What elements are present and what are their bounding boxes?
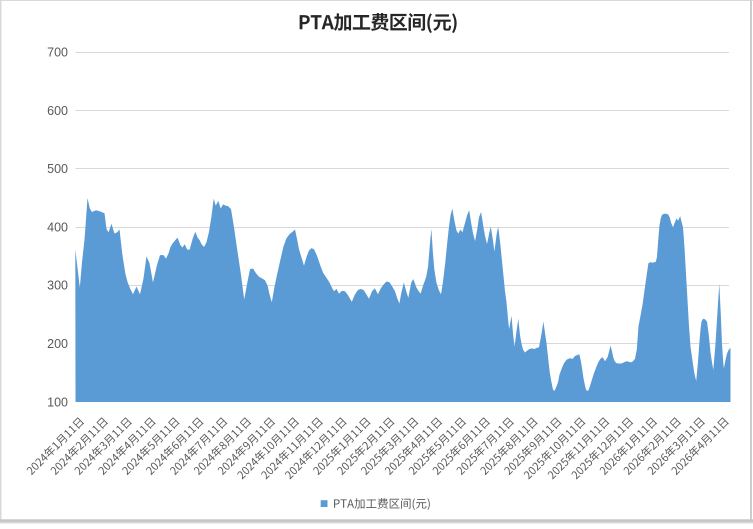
- svg-text:300: 300: [47, 279, 68, 293]
- svg-text:600: 600: [47, 104, 68, 118]
- svg-text:200: 200: [47, 337, 68, 351]
- svg-text:400: 400: [47, 221, 68, 235]
- svg-text:700: 700: [47, 46, 68, 60]
- svg-text:100: 100: [47, 395, 68, 409]
- svg-text:500: 500: [47, 162, 68, 176]
